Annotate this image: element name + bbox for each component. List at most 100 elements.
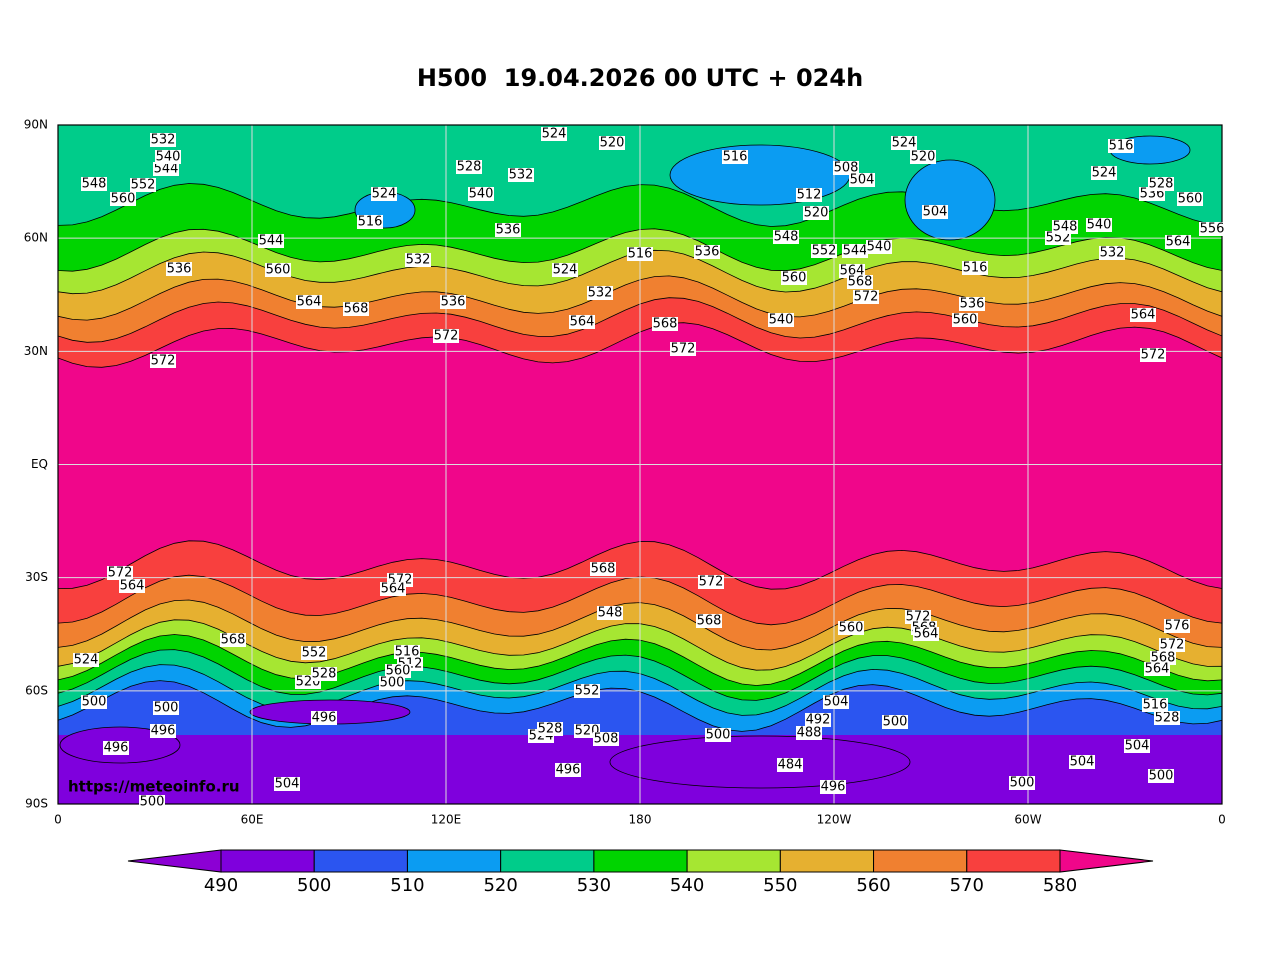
contour-label-bg	[405, 253, 431, 267]
contour-label-bg	[796, 726, 822, 740]
contour-label-bg	[777, 758, 803, 772]
contour-label: 504	[923, 205, 948, 220]
contour-label: 500	[883, 715, 908, 730]
contour-label-bg	[866, 240, 892, 254]
contour-label-bg	[1148, 177, 1174, 191]
contour-label-bg	[440, 295, 466, 309]
contour-label-bg	[952, 313, 978, 327]
contour-label-bg	[552, 263, 578, 277]
contour-label-bg	[891, 136, 917, 150]
contour-label-bg	[1124, 739, 1150, 753]
contour-label-bg	[150, 724, 176, 738]
contour-label: 496	[556, 763, 581, 778]
contour-label: 560	[111, 192, 136, 207]
contour-label-bg	[593, 732, 619, 746]
contour-label: 532	[588, 286, 613, 301]
contour-label-bg	[1045, 231, 1071, 245]
contour-label: 528	[457, 160, 482, 175]
contour-label: 540	[469, 187, 494, 202]
colorbar-extend-low	[127, 849, 222, 873]
contour-label: 524	[74, 653, 99, 668]
contour-label: 504	[275, 777, 300, 792]
contour-label-bg	[820, 780, 846, 794]
contour-label: 532	[1100, 246, 1125, 261]
contour-label: 568	[653, 317, 678, 332]
colorbar-box	[406, 849, 502, 873]
low-center	[904, 159, 996, 241]
contour-label: 564	[297, 295, 322, 310]
colorbar-box	[966, 849, 1061, 873]
contour-label: 500	[82, 695, 107, 710]
contour-label-bg	[587, 286, 613, 300]
contour-label: 516	[1143, 698, 1168, 713]
contour-label-bg	[220, 633, 246, 647]
contour-label: 552	[1046, 231, 1071, 246]
contour-label: 516	[723, 150, 748, 165]
colorbar-box	[779, 849, 875, 873]
colorbar-label: 500	[297, 875, 331, 896]
colorbar-box	[500, 849, 595, 873]
contour-label-bg	[130, 178, 156, 192]
contour-label-bg	[1069, 755, 1095, 769]
contour-label: 560	[386, 664, 411, 679]
contour-label: 556	[1200, 222, 1225, 237]
contour-label-bg	[1009, 776, 1035, 790]
contour-label: 528	[1155, 711, 1180, 726]
lat-tick-label: EQ	[31, 457, 48, 471]
colorbar-label: 580	[1043, 875, 1077, 896]
contour-label: 544	[154, 162, 179, 177]
contour-label-bg	[922, 205, 948, 219]
contour-label: 524	[892, 136, 917, 151]
contour-label-bg	[1052, 220, 1078, 234]
contour-label: 484	[778, 758, 803, 773]
contour-label-bg	[842, 244, 868, 258]
contour-label: 520	[804, 206, 829, 221]
title: H500 19.04.2026 00 UTC + 024h	[417, 64, 863, 92]
contour-label-bg	[805, 713, 831, 727]
contour-label: 544	[843, 244, 868, 259]
contour-label: 568	[848, 275, 873, 290]
lat-tick-label: 90S	[25, 797, 48, 811]
contour-label-bg	[1144, 662, 1170, 676]
contour-label: 504	[824, 695, 849, 710]
contour-label-bg	[849, 173, 875, 187]
lon-tick-label: 60E	[241, 813, 264, 827]
contour-label: 488	[797, 726, 822, 741]
contour-label-bg	[773, 230, 799, 244]
lon-tick-label: 0	[1218, 813, 1226, 827]
contour-label-bg	[537, 722, 563, 736]
contour-label: 572	[1141, 348, 1166, 363]
contour-label: 508	[594, 732, 619, 747]
contour-label: 508	[834, 161, 859, 176]
contour-label: 572	[108, 566, 133, 581]
contour-label: 572	[1160, 638, 1185, 653]
contour-label-bg	[1099, 246, 1125, 260]
contour-label-bg	[803, 206, 829, 220]
colorbar-box	[220, 849, 315, 873]
contour-label-bg	[379, 676, 405, 690]
contour-label: 532	[151, 133, 176, 148]
contour-label-bg	[722, 150, 748, 164]
source-url: https://meteoinfo.ru	[68, 778, 240, 796]
contour-label: 516	[358, 215, 383, 230]
lon-tick-label: 120E	[431, 813, 462, 827]
contour-label: 568	[591, 562, 616, 577]
contour-label: 548	[1053, 220, 1078, 235]
contour-label: 516	[963, 261, 988, 276]
contour-label: 560	[266, 263, 291, 278]
contour-label: 564	[840, 264, 865, 279]
contour-label-bg	[495, 223, 521, 237]
contour-label-bg	[155, 150, 181, 164]
low-center	[669, 144, 851, 206]
contour-label-bg	[258, 234, 284, 248]
contour-label: 536	[960, 297, 985, 312]
colorbar-label: 520	[483, 875, 517, 896]
colorbar-label: 570	[950, 875, 984, 896]
contour-label: 536	[496, 223, 521, 238]
colorbar-label: 510	[390, 875, 424, 896]
contour-label-bg	[652, 317, 678, 331]
contour-label-bg	[905, 610, 931, 624]
contour-label: 552	[131, 178, 156, 193]
contour-label: 524	[372, 187, 397, 202]
